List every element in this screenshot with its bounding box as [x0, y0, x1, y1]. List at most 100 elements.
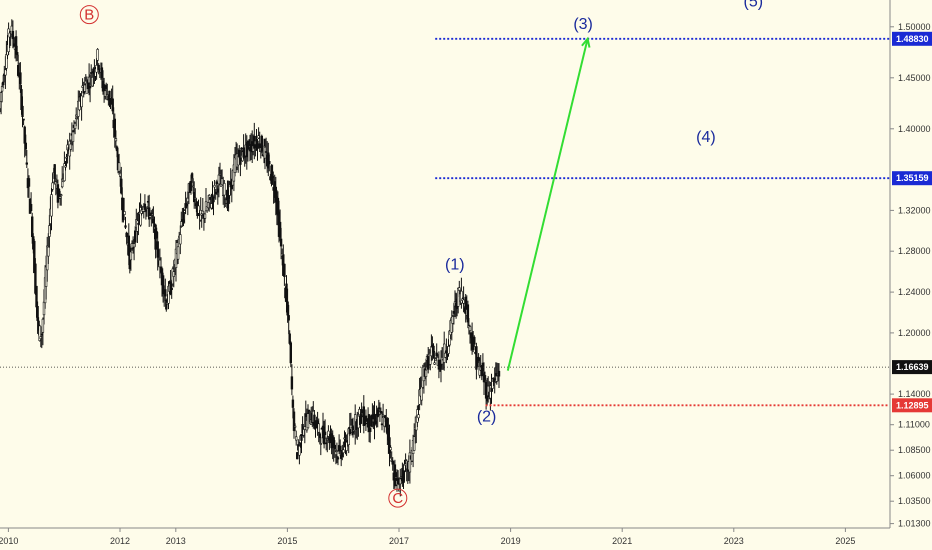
- candle-body: [15, 51, 19, 56]
- candle-body: [36, 305, 39, 321]
- candle-body: [292, 411, 296, 431]
- circled-label-c: C: [392, 490, 403, 507]
- candle-body: [19, 72, 22, 84]
- y-tick-label: 1.32000: [898, 205, 931, 215]
- candle-body: [111, 98, 114, 112]
- y-tick-label: 1.28000: [898, 246, 931, 256]
- circled-marker-c[interactable]: [388, 488, 408, 508]
- candle-body: [53, 164, 56, 179]
- projection-arrow-head: [581, 36, 591, 48]
- y-tick-label: 1.03500: [898, 496, 931, 506]
- candle-body: [300, 434, 303, 441]
- candle-body: [290, 376, 294, 390]
- candle-body: [319, 443, 322, 445]
- candle-body: [327, 430, 330, 437]
- time-axis[interactable]: 2010 2012 2013 2015 2017 2019 2021 2023 2025: [0, 528, 855, 546]
- candle-body: [223, 183, 226, 196]
- candle-body: [114, 138, 118, 142]
- candle-body: [424, 369, 428, 377]
- candle-body: [211, 194, 214, 198]
- candle-body: [24, 142, 27, 150]
- wave-label-2[interactable]: (2): [477, 409, 497, 426]
- levels-layer: [0, 37, 890, 407]
- price-tag-bg-4: [892, 360, 932, 375]
- wave-label-4[interactable]: (4): [696, 129, 716, 146]
- candle-body: [4, 69, 7, 76]
- candle-body: [203, 213, 207, 219]
- projection-arrow-line[interactable]: [506, 38, 589, 371]
- wave-label-5[interactable]: (5): [744, 0, 764, 10]
- candle-body: [283, 263, 286, 278]
- circled-marker-b[interactable]: [79, 5, 99, 25]
- candle-body: [83, 84, 87, 92]
- candle-body: [298, 445, 301, 456]
- candle-body: [412, 436, 416, 451]
- candle-body: [95, 65, 98, 73]
- candle-body: [69, 143, 73, 150]
- candle-body: [59, 194, 63, 196]
- y-tick-label: 1.14000: [898, 389, 931, 399]
- price-tag-bg-3: [892, 398, 932, 413]
- candle-body: [294, 436, 298, 441]
- candle-body: [475, 346, 478, 370]
- candle-body: [388, 437, 391, 454]
- candle-body: [137, 223, 140, 225]
- candle-body: [362, 406, 365, 427]
- price-tag-label-1[interactable]: 1.48830: [896, 34, 929, 44]
- candle-body: [122, 197, 125, 221]
- candle-body: [483, 375, 487, 381]
- candle-body: [462, 299, 465, 304]
- x-tick-label: 2010: [0, 536, 18, 546]
- candle-body: [0, 86, 4, 92]
- price-tag-label-3[interactable]: 1.12895: [896, 400, 929, 410]
- x-tick-label: 2019: [501, 536, 521, 546]
- candle-body: [471, 344, 475, 351]
- price-axis[interactable]: 1.50000 1.45000 1.40000 1.32000 1.28000 1.240…: [890, 22, 931, 529]
- candle-body: [271, 171, 274, 178]
- x-tick-label: 2013: [166, 536, 186, 546]
- candles-layer: [0, 19, 501, 497]
- candle-body: [143, 203, 147, 210]
- y-tick-label: 1.08500: [898, 445, 931, 455]
- price-tag-bg-2: [892, 171, 932, 186]
- x-tick-label: 2015: [277, 536, 297, 546]
- candle-body: [307, 409, 311, 412]
- candle-body: [323, 431, 327, 436]
- candle-body: [368, 427, 372, 433]
- candle-body: [338, 445, 342, 452]
- candle-body: [97, 64, 100, 70]
- candle-body: [287, 315, 290, 321]
- y-tick-label: 1.11000: [898, 420, 930, 430]
- candle-body: [190, 173, 194, 179]
- candle-body: [268, 161, 271, 165]
- price-tag-label-4[interactable]: 1.16639: [896, 362, 929, 372]
- candle-body: [139, 207, 142, 226]
- candle-body: [164, 289, 167, 297]
- candle-body: [215, 181, 218, 185]
- candle-body: [289, 342, 292, 364]
- candle-body: [25, 162, 28, 165]
- candle-body: [291, 399, 295, 408]
- candle-body: [176, 246, 180, 260]
- candle-body: [303, 426, 306, 430]
- candle-body: [117, 162, 121, 172]
- price-tag-label-2[interactable]: 1.35159: [896, 173, 929, 183]
- candle-body: [88, 86, 92, 89]
- x-tick-label: 2023: [724, 536, 744, 546]
- candle-body: [460, 290, 463, 304]
- candle-body: [466, 304, 470, 323]
- candle-body: [293, 425, 297, 428]
- candle-body: [108, 90, 111, 101]
- candle-body: [47, 246, 50, 257]
- candle-body: [239, 157, 242, 165]
- candle-body: [179, 234, 182, 245]
- wave-label-1[interactable]: (1): [445, 257, 465, 274]
- candle-body: [468, 326, 472, 331]
- candle-body: [240, 147, 243, 150]
- candle-body: [29, 204, 33, 212]
- wave-label-3[interactable]: (3): [573, 16, 593, 33]
- candle-body: [242, 147, 245, 158]
- candle-body: [120, 178, 123, 194]
